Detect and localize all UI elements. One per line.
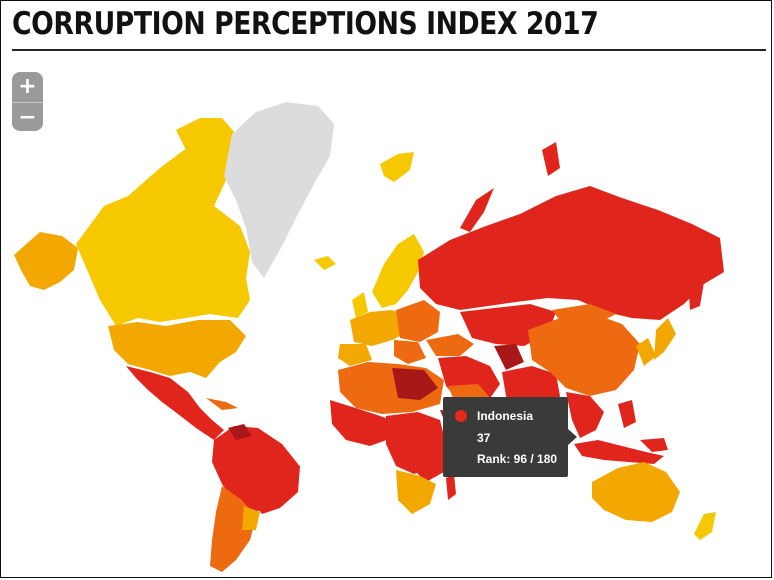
page-title: CORRUPTION PERCEPTIONS INDEX 2017 (12, 6, 599, 42)
region-southern-africa[interactable] (396, 470, 436, 514)
title-divider (12, 49, 766, 51)
region-southern-cone[interactable] (242, 506, 260, 530)
tooltip-rank: Rank: 96 / 180 (477, 452, 558, 466)
region-east-africa[interactable] (414, 440, 444, 482)
region-australia[interactable] (592, 462, 680, 522)
region-uk[interactable] (352, 292, 368, 318)
region-scandinavia[interactable] (372, 234, 424, 308)
region-china[interactable] (528, 314, 640, 396)
region-west-africa[interactable] (330, 400, 392, 446)
region-afghanistan[interactable] (494, 344, 524, 370)
region-philippines[interactable] (618, 400, 636, 428)
region-eastern-europe[interactable] (396, 300, 440, 342)
region-caribbean[interactable] (206, 398, 238, 410)
world-map[interactable] (0, 60, 774, 580)
region-canada-islands[interactable] (176, 118, 236, 176)
region-brazil[interactable] (246, 448, 300, 514)
region-new-zealand[interactable] (694, 512, 716, 540)
region-southeast-asia[interactable] (566, 392, 604, 438)
region-iceland[interactable] (314, 256, 336, 270)
region-libya-egypt[interactable] (392, 368, 438, 400)
region-kamchatka[interactable] (688, 278, 704, 310)
tooltip-marker-icon (455, 410, 467, 422)
region-usa[interactable] (108, 320, 246, 378)
region-venezuela[interactable] (228, 424, 252, 440)
region-turkey-caucasus[interactable] (426, 334, 474, 356)
region-russia[interactable] (418, 186, 724, 320)
zoom-out-button[interactable]: − (12, 102, 43, 131)
region-western-europe[interactable] (350, 310, 410, 346)
region-svalbard[interactable] (380, 152, 414, 182)
country-tooltip: Indonesia 37 Rank: 96 / 180 (443, 397, 577, 477)
tooltip-score: 37 (477, 431, 491, 445)
zoom-control: + − (12, 72, 43, 131)
region-indonesia[interactable] (574, 440, 664, 464)
region-arctic-islands[interactable] (542, 142, 560, 176)
region-balkans[interactable] (394, 340, 426, 364)
region-madagascar[interactable] (446, 474, 456, 500)
region-alaska[interactable] (14, 232, 78, 290)
zoom-in-button[interactable]: + (18, 73, 37, 99)
region-mexico[interactable] (126, 366, 224, 440)
region-japan[interactable] (654, 318, 676, 360)
region-mongolia[interactable] (552, 304, 616, 326)
tooltip-country: Indonesia (477, 409, 534, 423)
region-iberia[interactable] (338, 344, 372, 366)
region-greenland[interactable] (224, 102, 334, 278)
region-korea-japan[interactable] (636, 338, 656, 366)
region-novaya-zemlya[interactable] (460, 188, 494, 232)
region-canada[interactable] (76, 138, 250, 326)
region-new-guinea[interactable] (640, 438, 668, 452)
